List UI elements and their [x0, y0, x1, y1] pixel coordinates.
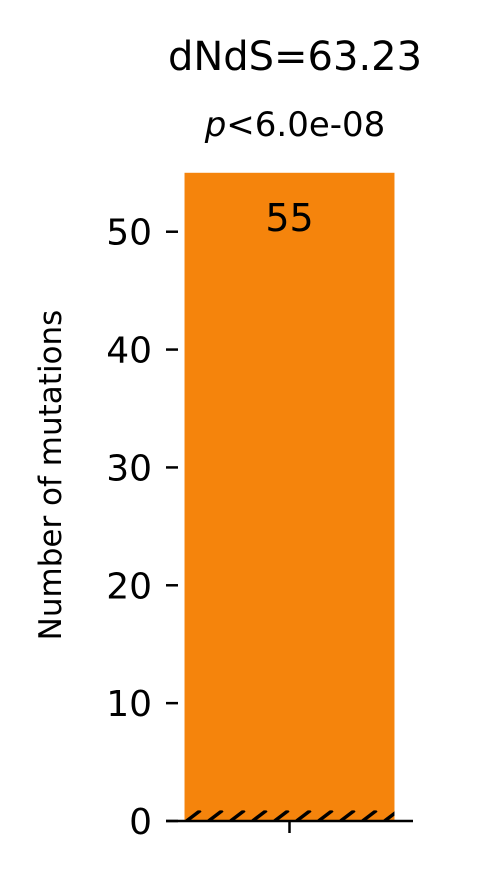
y-tick-label: 30 — [106, 448, 152, 489]
y-tick-label: 10 — [106, 684, 152, 725]
hatch-line — [317, 810, 334, 822]
data-label: 55 — [265, 196, 313, 240]
y-axis-label: Number of mutations — [33, 310, 69, 641]
hatch-line — [361, 810, 378, 822]
hatch-line — [295, 810, 312, 822]
subtitle-p-symbol: p — [204, 105, 227, 145]
hatch-line — [251, 810, 268, 822]
x-axis — [166, 819, 413, 833]
y-tick-label: 40 — [106, 331, 152, 372]
bar — [184, 172, 395, 822]
hatch-line — [207, 810, 224, 822]
hatch-line — [273, 810, 290, 822]
hatched-base-segment — [165, 810, 421, 822]
hatched-base-fill — [184, 810, 395, 821]
y-tick-label: 20 — [106, 566, 152, 607]
chart-subtitle: p<6.0e-08 — [204, 105, 386, 145]
hatch-lines — [165, 810, 421, 822]
y-axis: 0 10 20 30 40 50 — [106, 213, 178, 843]
hatch-line — [165, 810, 179, 821]
hatch-line — [383, 811, 395, 822]
bars-group: 55 — [165, 172, 421, 822]
subtitle-value: <6.0e-08 — [226, 105, 385, 145]
hatch-line — [339, 810, 356, 822]
y-tick-label: 0 — [129, 802, 152, 843]
hatch-line — [229, 810, 246, 822]
hatch-line — [407, 810, 421, 821]
chart-title: dNdS=63.23 — [168, 34, 422, 80]
hatch-line — [185, 810, 202, 822]
y-tick-label: 50 — [106, 213, 152, 254]
